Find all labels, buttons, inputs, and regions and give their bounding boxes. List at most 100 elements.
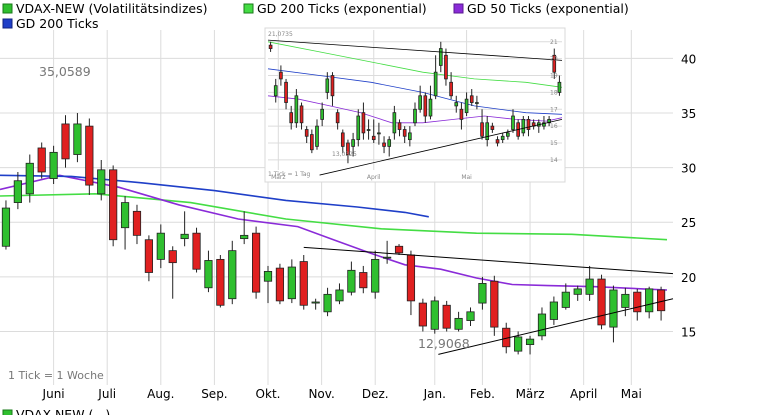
main-candle-body-11 [132, 210, 142, 236]
main-candle-8 [97, 159, 106, 201]
inset-candle-19 [366, 119, 371, 140]
inset-candle-44 [495, 136, 500, 147]
main-candle-33 [394, 244, 404, 256]
inset-candle-body-53 [542, 122, 546, 127]
main-candle-body-52 [621, 293, 630, 308]
inset-candle-body-25 [397, 122, 402, 130]
legend-gd50-exp-label: GD 50 Ticks (exponential) [467, 1, 629, 16]
inset-candle-body-17 [356, 115, 361, 141]
inset-candle-18 [361, 102, 366, 140]
inset-x-tick-1: April [367, 174, 381, 181]
main-candle-body-19 [228, 250, 237, 300]
inset-candles [268, 41, 562, 164]
inset-candle-body-14 [340, 132, 345, 147]
inset-candle-body-28 [413, 108, 417, 124]
main-candle-body-24 [287, 266, 296, 300]
main-candle-19 [228, 240, 237, 305]
inset-candle-body-20 [371, 135, 376, 141]
main-x-tick-1: Juli [97, 387, 116, 401]
inset-candle-body-22 [382, 142, 386, 147]
main-candle-23 [275, 263, 285, 305]
inset-candle-30 [423, 92, 428, 123]
main-trendlines [303, 246, 674, 355]
inset-candle-body-16 [351, 139, 355, 147]
main-ma-gd200_exp [0, 192, 668, 241]
main-candle-body-5 [61, 123, 70, 160]
inset-candle-body-30 [423, 95, 428, 117]
inset-candle-29 [418, 85, 422, 113]
inset-candle-4 [289, 105, 294, 130]
inset-candle-body-37 [459, 108, 464, 120]
main-candle-51 [609, 285, 618, 343]
main-y-tick-4: 35 [681, 107, 696, 121]
inset-candle-body-4 [289, 112, 294, 124]
inset-x-tick-0: März [271, 174, 285, 181]
inset-candle-50 [526, 116, 531, 137]
main-candle-41 [490, 275, 499, 336]
inset-y-tick-5: 19 [550, 73, 558, 80]
main-candle-body-35 [418, 302, 427, 327]
inset-candle-2 [279, 65, 283, 86]
inset-candle-41 [480, 109, 484, 140]
inset-candle-56 [557, 75, 562, 96]
main-candle-body-47 [561, 291, 570, 308]
main-candle-body-6 [73, 123, 82, 155]
main-candle-48 [573, 285, 582, 301]
main-x-tick-6: Dez. [362, 387, 389, 401]
inset-y-tick-4: 18 [550, 89, 558, 96]
main-candle-body-53 [633, 291, 642, 313]
inset-candle-body-38 [464, 98, 469, 114]
main-candle-body-14 [168, 250, 177, 264]
bottom-legend-swatch [2, 409, 13, 415]
inset-y-axis: 14 15 16 17 18 19 20 21 [550, 39, 558, 164]
main-candle-39 [466, 307, 475, 327]
inset-candle-body-42 [485, 122, 490, 141]
main-candle-body-12 [144, 239, 153, 273]
inset-y-tick-1: 15 [550, 140, 558, 147]
main-y-tick-1: 20 [681, 271, 696, 285]
inset-top-note: 21,0735 [268, 31, 293, 38]
main-candle-body-27 [323, 293, 332, 313]
inset-candle-28 [413, 102, 417, 127]
main-candle-body-44 [525, 338, 535, 345]
inset-bottom-note: 1 Tick = 1 Tag [268, 171, 311, 178]
main-candle-24 [287, 259, 296, 304]
inset-y-tick-0: 14 [550, 157, 558, 164]
main-candle-body-39 [466, 311, 475, 321]
inset-candle-37 [459, 102, 464, 130]
main-candle-body-50 [597, 278, 606, 326]
main-candle-body-21 [252, 232, 261, 293]
main-candle-body-9 [109, 169, 118, 241]
bottom-legend-label: VDAX-NEW (...) [16, 407, 110, 415]
main-candle-1 [13, 172, 22, 210]
low-price-label: 12,9068 [418, 336, 470, 351]
main-candle-27 [323, 287, 332, 317]
inset-low-label: 13,0325 [332, 151, 357, 158]
inset-candle-10 [320, 102, 324, 127]
inset-candle-body-50 [526, 118, 531, 130]
main-candle-body-32 [383, 256, 392, 259]
inset-candle-23 [387, 136, 392, 157]
main-candle-17 [204, 250, 213, 293]
main-candle-14 [168, 246, 177, 299]
main-candle-10 [120, 196, 130, 250]
inset-candle-13 [335, 109, 340, 130]
main-candle-44 [525, 335, 535, 355]
inset-candle-body-2 [279, 71, 283, 80]
inset-candle-body-34 [444, 54, 448, 80]
inset-candle-body-33 [438, 48, 443, 66]
main-x-tick-0: Juni [42, 387, 65, 401]
inset-candle-body-1 [273, 85, 278, 97]
inset-candle-27 [408, 126, 412, 147]
main-candle-32 [383, 240, 392, 264]
main-candle-55 [656, 286, 666, 321]
main-candle-body-37 [442, 304, 451, 329]
inset-y-tick-7: 21 [550, 39, 558, 46]
main-x-tick-8: Feb. [470, 387, 495, 401]
inset-candle-body-32 [433, 71, 438, 97]
inset-candle-43 [490, 122, 495, 133]
inset-candle-body-9 [315, 125, 319, 147]
main-trendline-0 [303, 246, 674, 275]
tick-note: 1 Tick = 1 Woche [8, 369, 104, 382]
inset-candle-body-46 [506, 132, 510, 137]
